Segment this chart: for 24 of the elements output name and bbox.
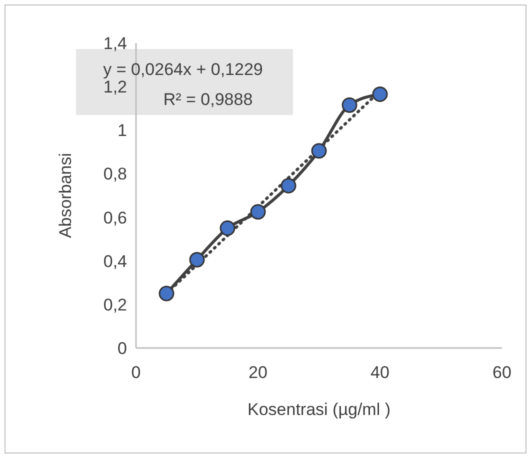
- y-tick-label: 0,6: [103, 208, 127, 228]
- y-tick-label: 0: [118, 339, 127, 358]
- y-tick-label: 1,4: [103, 34, 127, 53]
- point: [342, 97, 358, 113]
- point: [311, 143, 327, 159]
- point: [158, 286, 174, 302]
- y-tick-label: 1,2: [103, 78, 127, 97]
- x-axis-title: Kosentrasi (µg/ml ): [248, 400, 390, 419]
- annotation: y = 0,0264x + 0,1229: [103, 60, 263, 79]
- x-tick-label: 40: [370, 363, 390, 382]
- y-tick-label: 0,4: [103, 252, 127, 271]
- point: [250, 204, 266, 220]
- point: [280, 178, 296, 194]
- y-tick-label: 0,8: [103, 164, 127, 184]
- y-axis-title: Absorbansi: [56, 152, 75, 238]
- x-tick-label: 60: [492, 363, 512, 382]
- x-tick-label: 20: [248, 363, 268, 382]
- point: [372, 86, 388, 102]
- point: [220, 220, 236, 236]
- y-tick-label: 0,2: [103, 295, 127, 314]
- y-tick-label: 1: [118, 121, 127, 140]
- point: [189, 252, 205, 268]
- annotation: R² = 0,9888: [163, 90, 253, 109]
- x-tick-label: 0: [131, 363, 141, 382]
